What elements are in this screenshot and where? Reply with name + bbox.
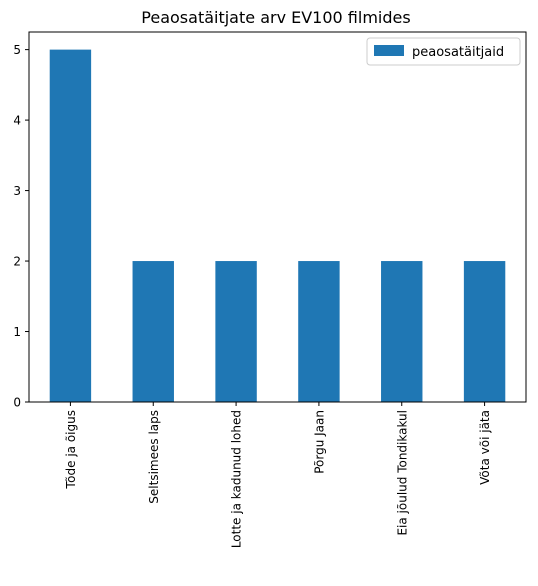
x-tick-label: Lotte ja kadunud lohed [230, 410, 244, 548]
legend-label: peaosatäitjaid [412, 45, 504, 60]
x-tick-label: Seltsimees laps [147, 410, 161, 504]
plot-frame [28, 31, 527, 403]
y-tick-label: 0 [13, 396, 21, 410]
bar [49, 49, 92, 402]
x-tick-label: Tõde ja õigus [64, 410, 78, 490]
x-tick-label: Võta või jäta [478, 410, 492, 485]
bar [132, 261, 174, 402]
bar-series [49, 49, 506, 402]
y-tick-label: 4 [13, 114, 21, 128]
x-axis: Tõde ja õigus Seltsimees laps Lotte ja kad… [64, 402, 492, 548]
bar [463, 261, 506, 402]
y-tick-label: 3 [13, 184, 21, 198]
bar [298, 261, 340, 402]
y-tick-label: 5 [13, 43, 21, 57]
legend-swatch [374, 45, 404, 56]
y-axis: 0 1 2 3 4 5 [13, 43, 29, 410]
y-tick-label: 1 [13, 325, 21, 339]
bar [381, 261, 423, 402]
legend: peaosatäitjaid [366, 37, 521, 66]
x-tick-label: Eia jõulud Tondikakul [395, 410, 409, 536]
x-tick-label: Põrgu Jaan [312, 410, 326, 474]
bar [215, 261, 257, 402]
legend-box [366, 37, 521, 66]
y-tick-label: 2 [13, 255, 21, 269]
chart-title: Peaosatäitjate arv EV100 filmides [141, 8, 410, 27]
